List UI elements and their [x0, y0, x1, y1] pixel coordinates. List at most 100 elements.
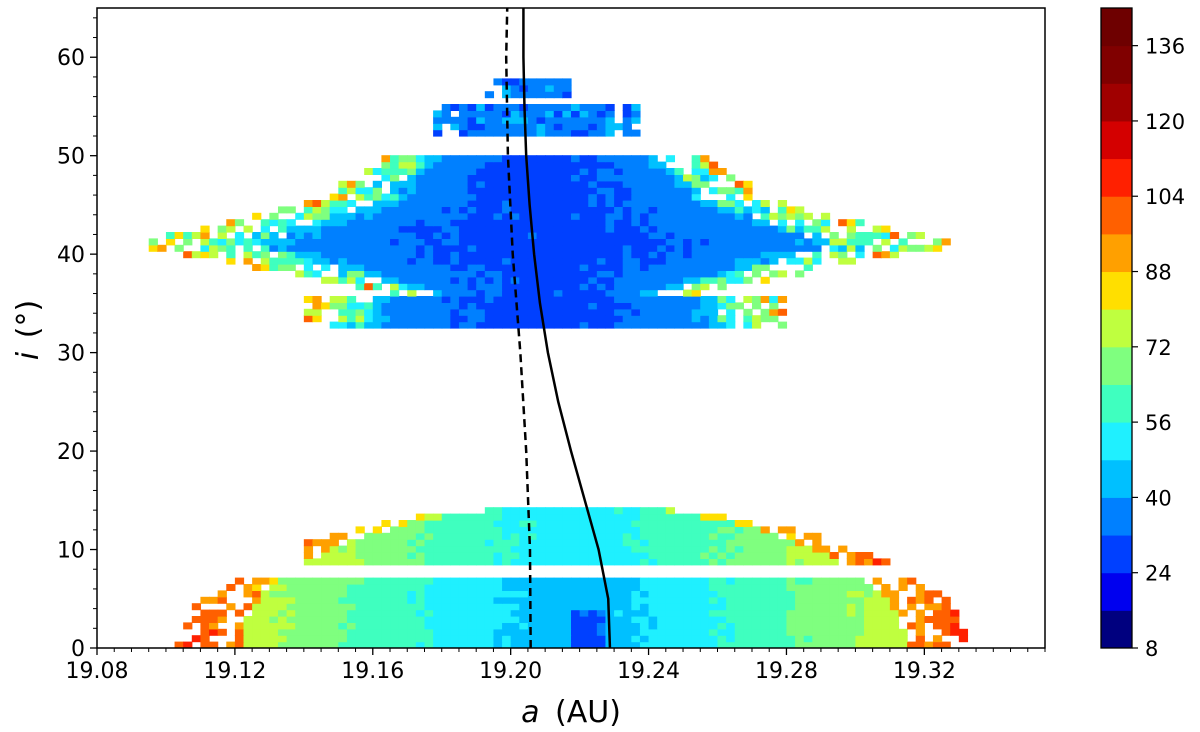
y-axis-symbol: i: [11, 351, 46, 360]
colorbar-segment: [1101, 497, 1132, 536]
heatmap-cell: [381, 539, 391, 547]
heatmap-cell: [795, 577, 805, 585]
heatmap-cell: [743, 315, 753, 323]
heatmap-cell: [484, 270, 495, 278]
heatmap-cell: [726, 219, 736, 227]
heatmap-cell: [286, 584, 296, 591]
heatmap-cell: [717, 264, 727, 271]
heatmap-cell: [743, 609, 753, 617]
heatmap-cell: [760, 622, 770, 630]
heatmap-cell: [717, 200, 727, 207]
heatmap-cell: [614, 270, 624, 278]
heatmap-cell: [924, 244, 934, 252]
heatmap-cell: [493, 622, 503, 630]
heatmap-cell: [312, 238, 322, 246]
heatmap-cell: [545, 296, 555, 303]
heatmap-cell: [562, 264, 572, 271]
heatmap-cell: [295, 251, 305, 259]
heatmap-cell: [295, 270, 305, 278]
heatmap-cell: [346, 244, 357, 252]
heatmap-cell: [562, 296, 572, 303]
heatmap-cell: [717, 622, 727, 630]
heatmap-cell: [338, 628, 348, 636]
heatmap-cell: [415, 168, 426, 175]
heatmap-cell: [881, 251, 891, 259]
heatmap-cell: [536, 577, 546, 585]
heatmap-cell: [700, 321, 710, 329]
heatmap-cell: [614, 168, 624, 175]
heatmap-cell: [820, 225, 831, 233]
heatmap-cell: [545, 129, 555, 137]
heatmap-cell: [355, 251, 365, 259]
heatmap-cell: [346, 225, 357, 233]
heatmap-cell: [372, 558, 382, 566]
heatmap-cell: [777, 641, 788, 648]
heatmap-cell: [441, 155, 451, 163]
heatmap-cell: [441, 526, 451, 534]
heatmap-cell: [424, 584, 434, 591]
heatmap-cell: [476, 193, 486, 201]
heatmap-cell: [338, 609, 348, 617]
heatmap-cell: [571, 635, 581, 643]
heatmap-cell: [631, 532, 641, 540]
heatmap-cell: [571, 244, 581, 252]
heatmap-cell: [812, 257, 822, 265]
heatmap-cell: [467, 264, 477, 271]
heatmap-cell: [562, 251, 572, 259]
heatmap-cell: [493, 590, 503, 598]
heatmap-cell: [743, 193, 753, 201]
heatmap-cell: [631, 622, 641, 630]
heatmap-cell: [674, 276, 684, 284]
heatmap-cell: [527, 584, 538, 591]
heatmap-cell: [726, 628, 736, 636]
heatmap-cell: [838, 545, 848, 553]
heatmap-cell: [329, 641, 339, 648]
heatmap-cell: [881, 603, 891, 611]
heatmap-cell: [657, 584, 667, 591]
heatmap-cell: [760, 590, 770, 598]
heatmap-cell: [562, 187, 572, 195]
heatmap-cell: [717, 641, 727, 648]
heatmap-cell: [476, 155, 486, 163]
heatmap-cell: [571, 513, 581, 521]
heatmap-cell: [458, 104, 469, 111]
heatmap-cell: [588, 161, 598, 169]
heatmap-cell: [433, 603, 443, 611]
heatmap-cell: [631, 238, 641, 246]
heatmap-cell: [502, 603, 512, 611]
heatmap-cell: [907, 622, 917, 630]
heatmap-cell: [174, 232, 184, 239]
heatmap-cell: [260, 641, 270, 648]
heatmap-cell: [571, 296, 581, 303]
heatmap-cell: [596, 116, 607, 124]
heatmap-cell: [364, 251, 374, 259]
heatmap-cell: [493, 532, 503, 540]
heatmap-cell: [614, 552, 624, 559]
heatmap-cell: [519, 577, 529, 585]
heatmap-cell: [372, 622, 382, 630]
heatmap-cell: [467, 609, 477, 617]
y-tick-label: 30: [57, 342, 85, 367]
heatmap-cell: [579, 315, 589, 323]
heatmap-cell: [398, 590, 408, 598]
heatmap-cell: [312, 212, 322, 220]
heatmap-cell: [571, 590, 581, 598]
heatmap-cell: [743, 187, 753, 195]
heatmap-cell: [415, 315, 426, 323]
colorbar-segment: [1101, 45, 1132, 84]
heatmap-cell: [295, 603, 305, 611]
heatmap-cell: [321, 603, 331, 611]
heatmap-cell: [484, 219, 495, 227]
heatmap-cell: [639, 558, 650, 566]
heatmap-cell: [381, 315, 391, 323]
heatmap-cell: [424, 174, 434, 182]
heatmap-cell: [252, 596, 262, 604]
heatmap-cell: [200, 232, 210, 239]
heatmap-cell: [700, 596, 710, 604]
heatmap-cell: [545, 276, 555, 284]
heatmap-cell: [605, 289, 615, 297]
heatmap-cell: [674, 296, 684, 303]
heatmap-cell: [579, 116, 589, 124]
heatmap-cell: [226, 584, 236, 591]
